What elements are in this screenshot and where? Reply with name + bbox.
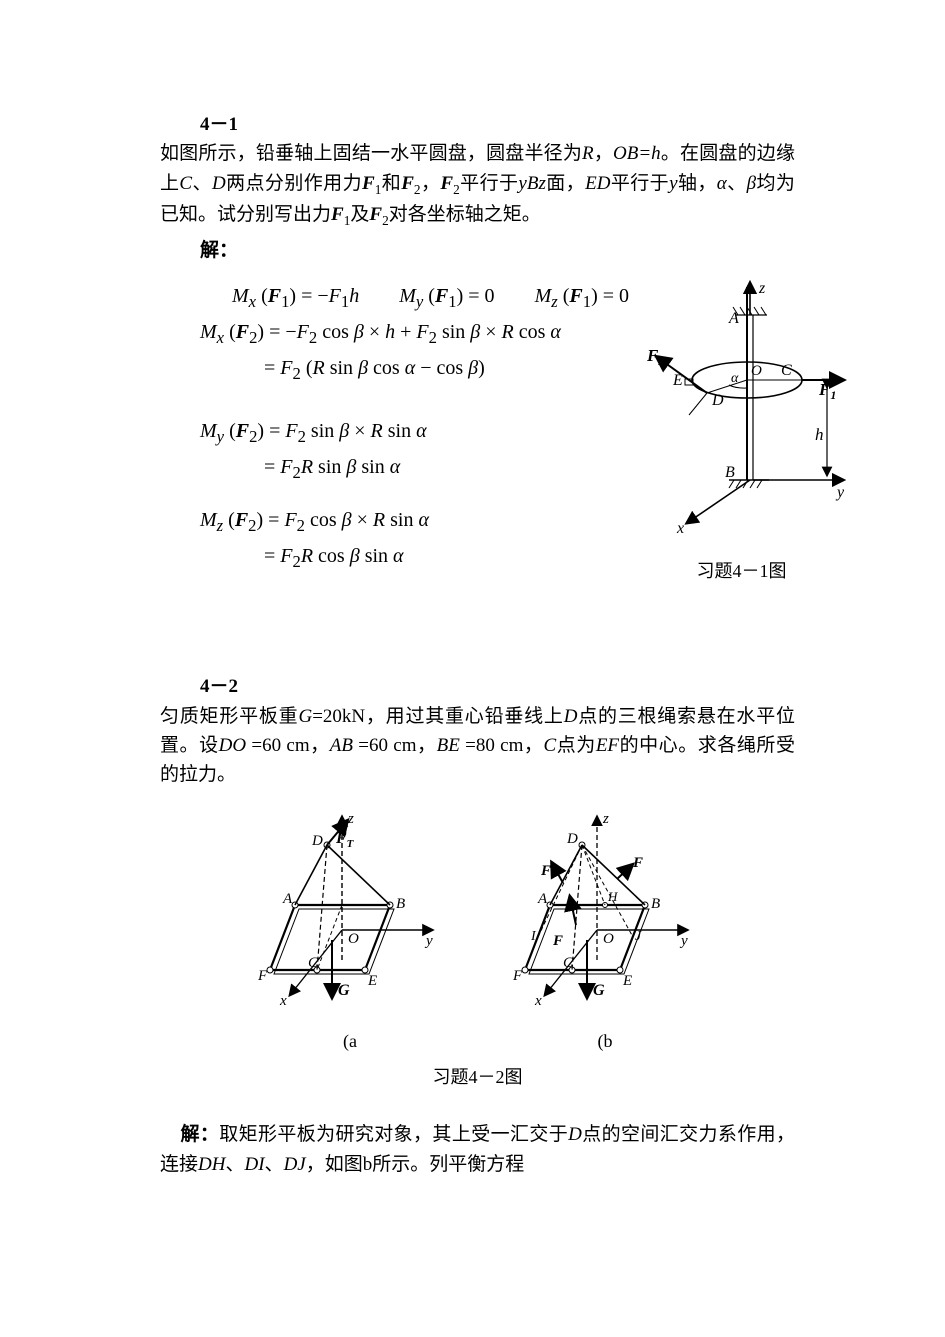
label-b-E: E (622, 973, 632, 989)
label-b-G: G (593, 982, 605, 999)
label-b-y: y (679, 933, 688, 949)
label-b-B: B (651, 896, 660, 912)
label-a-z: z (347, 811, 354, 827)
problem-number-4-1: 4－1 (160, 110, 795, 139)
label-alpha: α (731, 371, 739, 386)
eq-4-1-line6: Mz (F2) = F2 cos β × R sin α (200, 505, 629, 538)
figure-4-1-caption: 习题4－1图 (629, 558, 854, 586)
label-y: y (835, 484, 845, 501)
problem-4-1-solution-area: Mx (F1) = −F1h My (F1) = 0 Mz (F1) = 0 M… (160, 275, 795, 592)
problem-4-2-solution: 解：取矩形平板为研究对象，其上受一汇交于D点的空间汇交力系作用，连接DH、DI、… (160, 1120, 795, 1179)
label-b-z: z (602, 811, 609, 827)
label-a-E: E (367, 973, 377, 989)
eq-4-1-line1: Mx (F1) = −F1h My (F1) = 0 Mz (F1) = 0 (200, 281, 629, 314)
figure-4-2-a: z y x A B (250, 805, 450, 1056)
label-a-D: D (311, 833, 323, 849)
label-b-O: O (603, 931, 614, 947)
eq-4-1-line4: My (F2) = F2 sin β × R sin α (200, 416, 629, 449)
label-b-x: x (534, 993, 542, 1009)
eq-4-1-line7: = F2R cos β sin α (200, 541, 629, 574)
label-a-F: F (257, 968, 268, 984)
figure-4-2-a-label: (a (250, 1028, 450, 1056)
label-a-x: x (279, 993, 287, 1009)
label-F2: F2 (646, 346, 664, 368)
label-b-J: J (635, 929, 642, 944)
label-z: z (758, 280, 766, 297)
label-O: O (751, 363, 762, 379)
label-a-FT: FT (335, 830, 355, 850)
label-a-O: O (348, 931, 359, 947)
label-b-Fleft: F (540, 863, 551, 879)
label-h: h (815, 425, 824, 444)
figure-4-1-svg: z A α O C E D F1 (629, 275, 854, 540)
figure-4-2-caption: 习题4－2图 (160, 1064, 795, 1092)
eq-4-1-line3: = F2 (R sin β cos α − cos β) (200, 353, 629, 386)
solution-label-4-1: 解： (160, 236, 795, 265)
problem-4-2: 4－2 匀质矩形平板重G=20kN，用过其重心铅垂线上D点的三根绳索悬在水平位置… (160, 672, 795, 1179)
label-b-F: F (512, 968, 523, 984)
label-b-H: H (607, 889, 618, 904)
figure-4-2-a-svg: z y x A B (250, 805, 450, 1015)
figure-4-2-b-label: (b (505, 1028, 705, 1056)
label-A: A (728, 310, 739, 327)
problem-4-1-equations: Mx (F1) = −F1h My (F1) = 0 Mz (F1) = 0 M… (160, 275, 629, 592)
problem-4-1: 4－1 如图所示，铅垂轴上固结一水平圆盘，圆盘半径为R，OB=h。在圆盘的边缘上… (160, 110, 795, 592)
label-B: B (725, 464, 735, 481)
label-b-A: A (537, 891, 548, 907)
label-x: x (676, 520, 684, 537)
label-C: C (781, 362, 792, 379)
label-b-Fright: F (632, 855, 643, 871)
problem-4-1-text: 如图所示，铅垂轴上固结一水平圆盘，圆盘半径为R，OB=h。在圆盘的边缘上C、D两… (160, 139, 795, 231)
label-a-y: y (424, 933, 433, 949)
figure-4-2-b-svg: z y x A B (505, 805, 705, 1015)
label-a-A: A (282, 891, 293, 907)
eq-4-1-line5: = F2R sin β sin α (200, 452, 629, 485)
label-a-B: B (396, 896, 405, 912)
problem-number-4-2: 4－2 (160, 672, 795, 701)
label-b-D: D (566, 831, 578, 847)
page-content: 4－1 如图所示，铅垂轴上固结一水平圆盘，圆盘半径为R，OB=h。在圆盘的边缘上… (0, 0, 945, 1337)
eq-4-1-line2: Mx (F2) = −F2 cos β × h + F2 sin β × R c… (200, 317, 629, 350)
label-a-G: G (338, 982, 350, 999)
figure-4-1: z A α O C E D F1 (629, 275, 854, 585)
label-b-Ffront: F (552, 933, 563, 949)
figure-4-2: z y x A B (160, 805, 795, 1056)
label-D: D (711, 392, 724, 409)
figure-4-2-b: z y x A B (505, 805, 705, 1056)
problem-4-2-text: 匀质矩形平板重G=20kN，用过其重心铅垂线上D点的三根绳索悬在水平位置。设DO… (160, 702, 795, 790)
